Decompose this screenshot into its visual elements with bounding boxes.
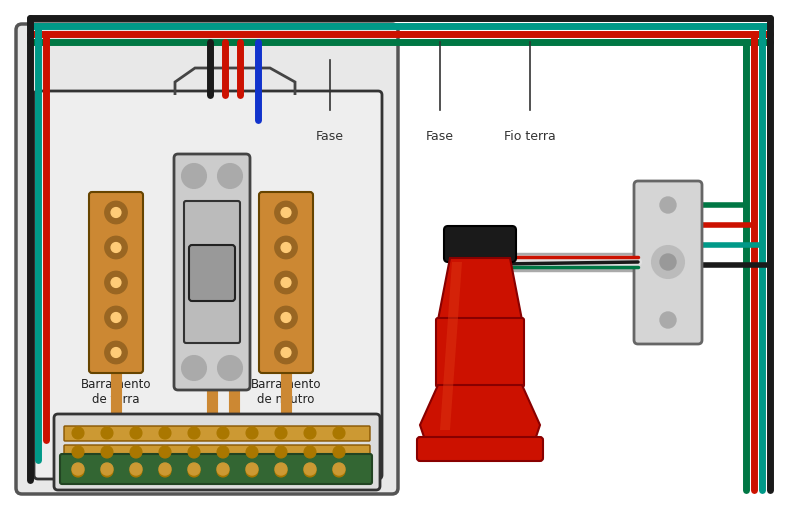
Circle shape — [333, 463, 345, 475]
Circle shape — [246, 465, 258, 477]
Circle shape — [130, 465, 142, 477]
Circle shape — [333, 446, 345, 458]
Circle shape — [105, 201, 127, 224]
FancyBboxPatch shape — [417, 437, 543, 461]
Circle shape — [101, 427, 113, 439]
Circle shape — [281, 278, 291, 287]
Circle shape — [275, 446, 287, 458]
Circle shape — [72, 463, 84, 475]
Circle shape — [275, 427, 287, 439]
Circle shape — [217, 465, 229, 477]
Circle shape — [275, 201, 297, 224]
Circle shape — [159, 446, 171, 458]
Circle shape — [304, 446, 316, 458]
Circle shape — [111, 313, 121, 322]
Circle shape — [111, 208, 121, 217]
Circle shape — [188, 427, 200, 439]
Circle shape — [101, 463, 113, 475]
Circle shape — [275, 341, 297, 364]
FancyBboxPatch shape — [54, 414, 380, 490]
Circle shape — [188, 465, 200, 477]
Circle shape — [660, 197, 676, 213]
Circle shape — [105, 306, 127, 328]
Text: Fase: Fase — [426, 130, 454, 143]
Circle shape — [159, 465, 171, 477]
Circle shape — [217, 427, 229, 439]
FancyBboxPatch shape — [634, 181, 702, 344]
Circle shape — [101, 446, 113, 458]
Polygon shape — [438, 258, 522, 320]
Circle shape — [188, 446, 200, 458]
FancyBboxPatch shape — [16, 24, 398, 494]
Circle shape — [333, 427, 345, 439]
Text: Fio terra: Fio terra — [504, 130, 556, 143]
FancyBboxPatch shape — [64, 445, 370, 460]
Circle shape — [304, 465, 316, 477]
Circle shape — [660, 254, 676, 270]
Circle shape — [275, 306, 297, 328]
Circle shape — [72, 446, 84, 458]
Circle shape — [304, 463, 316, 475]
Circle shape — [217, 463, 229, 475]
Circle shape — [304, 427, 316, 439]
Circle shape — [652, 246, 684, 278]
Circle shape — [111, 278, 121, 287]
Circle shape — [218, 164, 242, 188]
Circle shape — [111, 243, 121, 252]
Circle shape — [130, 427, 142, 439]
FancyBboxPatch shape — [64, 464, 370, 479]
Circle shape — [111, 347, 121, 357]
FancyBboxPatch shape — [436, 318, 524, 387]
Circle shape — [275, 271, 297, 293]
Circle shape — [105, 236, 127, 259]
Polygon shape — [420, 385, 540, 440]
Circle shape — [281, 243, 291, 252]
Circle shape — [660, 312, 676, 328]
Circle shape — [281, 208, 291, 217]
Circle shape — [188, 463, 200, 475]
FancyBboxPatch shape — [444, 226, 516, 262]
Circle shape — [159, 427, 171, 439]
Circle shape — [105, 341, 127, 364]
Circle shape — [182, 356, 206, 380]
Circle shape — [159, 463, 171, 475]
Text: Barramento
de neutro: Barramento de neutro — [251, 378, 321, 406]
Circle shape — [101, 465, 113, 477]
FancyBboxPatch shape — [60, 454, 372, 484]
Polygon shape — [440, 262, 462, 430]
Circle shape — [182, 164, 206, 188]
Text: Fase: Fase — [316, 130, 344, 143]
FancyBboxPatch shape — [184, 201, 240, 343]
Circle shape — [130, 446, 142, 458]
Circle shape — [281, 347, 291, 357]
Circle shape — [72, 427, 84, 439]
Circle shape — [275, 465, 287, 477]
Circle shape — [275, 236, 297, 259]
Circle shape — [105, 271, 127, 293]
FancyBboxPatch shape — [89, 192, 143, 373]
Circle shape — [218, 356, 242, 380]
Circle shape — [275, 463, 287, 475]
Circle shape — [333, 465, 345, 477]
FancyBboxPatch shape — [34, 91, 382, 479]
FancyBboxPatch shape — [174, 154, 250, 390]
Circle shape — [246, 463, 258, 475]
Circle shape — [72, 465, 84, 477]
Circle shape — [130, 463, 142, 475]
Text: Barramento
de terra: Barramento de terra — [81, 378, 151, 406]
Circle shape — [246, 427, 258, 439]
Circle shape — [281, 313, 291, 322]
FancyBboxPatch shape — [189, 245, 235, 301]
FancyBboxPatch shape — [259, 192, 313, 373]
Circle shape — [217, 446, 229, 458]
Circle shape — [246, 446, 258, 458]
FancyBboxPatch shape — [64, 426, 370, 441]
